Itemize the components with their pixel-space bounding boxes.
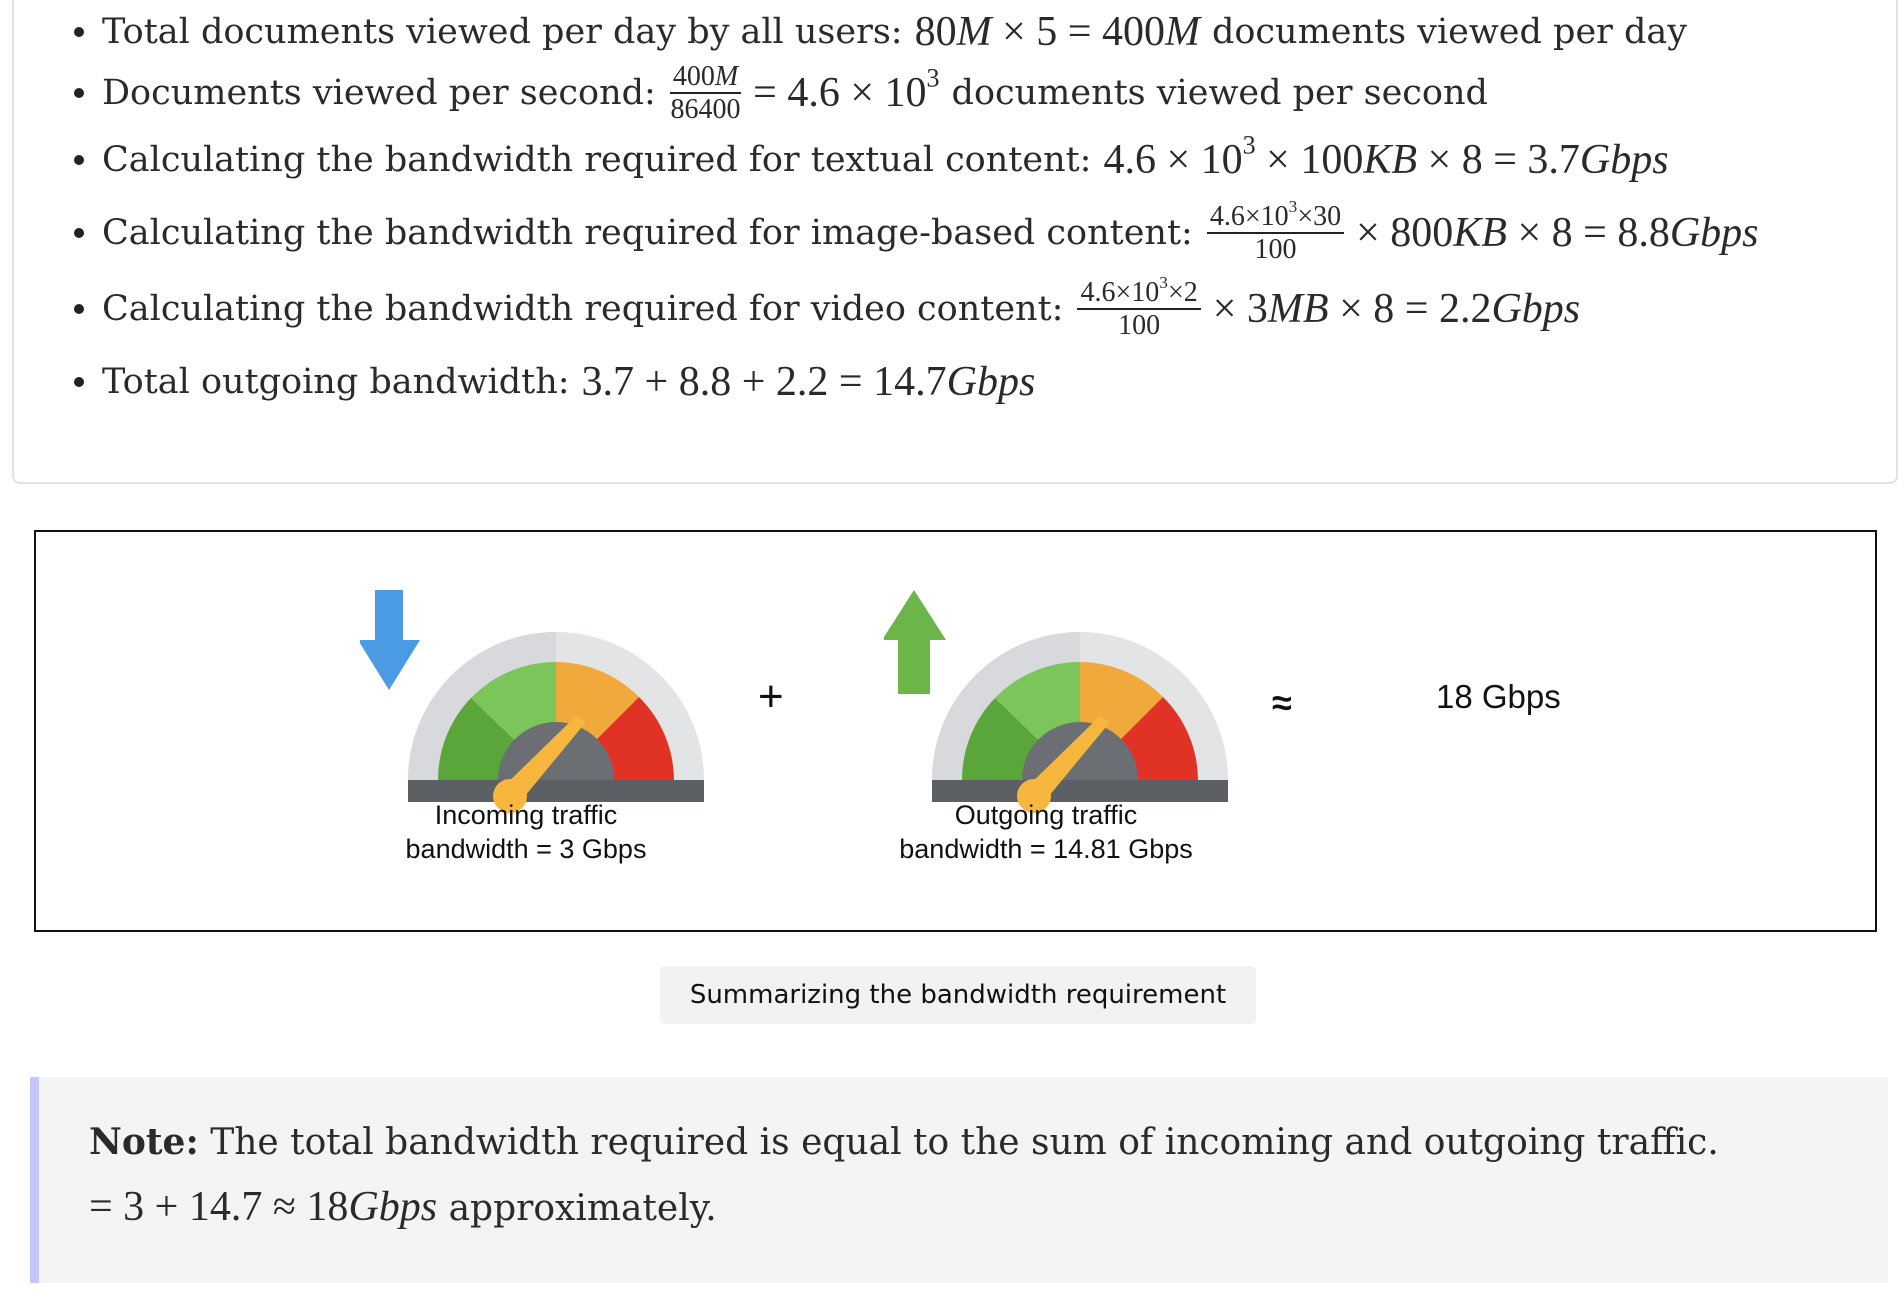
incoming-traffic-label: Incoming traffic bandwidth = 3 Gbps bbox=[316, 798, 736, 866]
calculation-card: Total documents viewed per day by all us… bbox=[12, 0, 1898, 484]
bullet-label: Calculating the bandwidth required for v… bbox=[102, 289, 1064, 330]
bullet-label: Documents viewed per second: bbox=[102, 73, 656, 114]
bullet-suffix: documents viewed per second bbox=[951, 73, 1488, 114]
bullet-label: Total outgoing bandwidth: bbox=[102, 362, 570, 402]
math-expression: = 4.6 × 103 bbox=[753, 63, 940, 117]
fraction: 4.6×103×2 100 bbox=[1077, 274, 1201, 342]
fraction: 4.6×103×30 100 bbox=[1206, 198, 1345, 266]
fraction-numerator: 4.6×103×30 bbox=[1206, 198, 1345, 235]
fraction-denominator: 100 bbox=[1118, 310, 1161, 342]
note-body: The total bandwidth required is equal to… bbox=[210, 1122, 1719, 1163]
list-item: Calculating the bandwidth required for t… bbox=[74, 130, 1669, 184]
math-expression: × 3MB × 8 = 2.2Gbps bbox=[1212, 286, 1581, 333]
bullet-label: Total documents viewed per day by all us… bbox=[102, 12, 903, 52]
label-line: Incoming traffic bbox=[434, 800, 618, 830]
math-expression: 4.6 × 103 × 100KB × 8 = 3.7Gbps bbox=[1103, 130, 1669, 183]
note-box: Note: The total bandwidth required is eq… bbox=[30, 1077, 1888, 1283]
note-formula: = 3 + 14.7 ≈ 18Gbps bbox=[89, 1184, 438, 1230]
total-bandwidth-label: 18 Gbps bbox=[1436, 678, 1561, 715]
list-item: Total outgoing bandwidth: 3.7 + 8.8 + 2.… bbox=[74, 358, 1036, 406]
math-expression: 3.7 + 8.8 + 2.2 = 14.7Gbps bbox=[581, 359, 1036, 405]
bullet-dot bbox=[74, 304, 84, 315]
bullet-dot bbox=[74, 228, 84, 239]
math-expression: × 800KB × 8 = 8.8Gbps bbox=[1356, 210, 1759, 257]
fraction: 400M 86400 bbox=[669, 62, 742, 126]
bullet-dot bbox=[74, 155, 84, 165]
fraction-denominator: 86400 bbox=[670, 94, 741, 126]
bullet-suffix: documents viewed per day bbox=[1211, 12, 1688, 52]
fraction-numerator: 400M bbox=[669, 62, 742, 95]
list-item: Total documents viewed per day by all us… bbox=[74, 8, 1688, 56]
incoming-speedometer-icon bbox=[360, 590, 704, 813]
fraction-numerator: 4.6×103×2 bbox=[1077, 274, 1201, 311]
bullet-dot bbox=[74, 88, 84, 99]
figure-caption: Summarizing the bandwidth requirement bbox=[660, 966, 1256, 1024]
math-expression: 80M × 5 = 400M bbox=[914, 9, 1200, 55]
outgoing-speedometer-icon bbox=[884, 590, 1228, 813]
label-line: bandwidth = 3 Gbps bbox=[405, 834, 647, 864]
list-item: Calculating the bandwidth required for i… bbox=[74, 198, 1759, 266]
list-item: Calculating the bandwidth required for v… bbox=[74, 274, 1581, 342]
plus-sign: + bbox=[758, 672, 784, 721]
bullet-dot bbox=[74, 377, 84, 387]
approx-sign: ≈ bbox=[1272, 682, 1292, 723]
note-label: Note: bbox=[89, 1121, 199, 1163]
note-formula-line: = 3 + 14.7 ≈ 18Gbps approximately. bbox=[89, 1183, 717, 1231]
bandwidth-summary-figure: Incoming traffic bandwidth = 3 Gbps + Ou… bbox=[34, 530, 1877, 932]
outgoing-traffic-label: Outgoing traffic bandwidth = 14.81 Gbps bbox=[836, 798, 1256, 866]
bullet-label: Calculating the bandwidth required for t… bbox=[102, 140, 1092, 180]
label-line: Outgoing traffic bbox=[954, 800, 1138, 830]
list-item: Documents viewed per second: 400M 86400 … bbox=[74, 62, 1488, 126]
label-line: bandwidth = 14.81 Gbps bbox=[899, 834, 1193, 864]
note-text: Note: The total bandwidth required is eq… bbox=[89, 1121, 1719, 1163]
fraction-denominator: 100 bbox=[1254, 234, 1297, 266]
note-suffix: approximately. bbox=[448, 1188, 717, 1229]
bullet-label: Calculating the bandwidth required for i… bbox=[102, 213, 1193, 254]
bullet-dot bbox=[74, 27, 84, 37]
